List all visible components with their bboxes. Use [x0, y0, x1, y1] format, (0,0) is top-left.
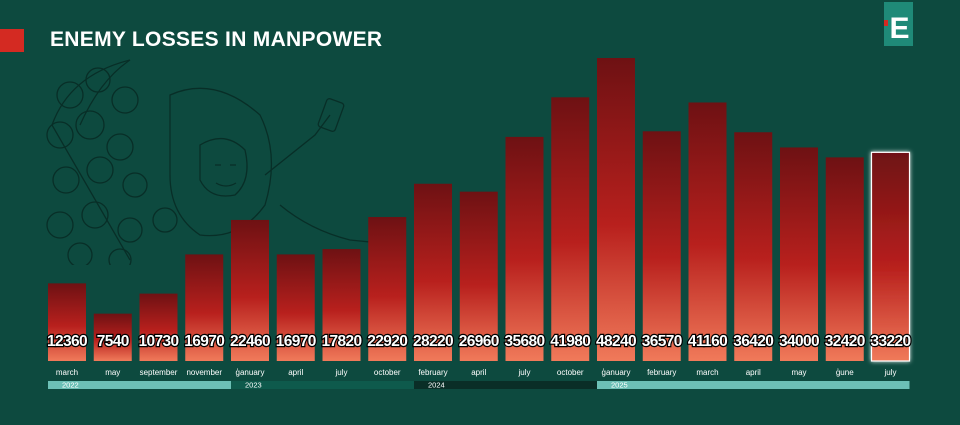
bar-15: [734, 132, 773, 361]
x-tick-label: april: [746, 368, 761, 377]
bar-value-label: 32420: [825, 333, 865, 350]
x-tick-label: ģanuary: [236, 368, 265, 377]
year-band-2022: [48, 381, 231, 389]
x-tick-label: april: [471, 368, 486, 377]
svg-text:E: E: [889, 12, 909, 45]
bar-18: [870, 151, 911, 362]
bar-7: [368, 217, 407, 361]
x-tick-label: july: [334, 368, 347, 377]
bar-value-label: 26960: [459, 333, 499, 350]
bar-3: [185, 254, 224, 361]
x-tick-label: may: [105, 368, 120, 377]
grim-reaper-illustration: [46, 59, 400, 265]
x-tick-label: july: [517, 368, 530, 377]
bar-14: [688, 102, 727, 361]
bar-value-label: 17820: [321, 333, 361, 350]
year-label: 2022: [62, 381, 79, 390]
bar-9: [459, 191, 498, 361]
bar-value-label: 48240: [596, 333, 636, 350]
x-tick-label: november: [186, 368, 222, 377]
x-tick-label: september: [140, 368, 178, 377]
bar-value-label: 7540: [97, 333, 129, 350]
x-tick-label: april: [288, 368, 303, 377]
bar-value-label: 35680: [504, 333, 544, 350]
bar-value-label: 12360: [47, 333, 87, 350]
bar-2: [139, 293, 178, 361]
bar-value-label: 16970: [184, 333, 224, 350]
x-tick-label: february: [418, 368, 447, 377]
bar-11: [551, 97, 590, 362]
bar-6: [322, 249, 361, 361]
year-label: 2023: [245, 381, 262, 390]
bar-0: [48, 283, 86, 361]
bar-16: [780, 147, 818, 361]
x-tick-label: february: [647, 368, 676, 377]
bar-13: [642, 131, 681, 361]
x-tick-label: ģanuary: [602, 368, 631, 377]
bar-4: [231, 219, 269, 361]
bar-5: [276, 254, 315, 361]
x-tick-label: march: [696, 368, 718, 377]
bar-8: [414, 183, 452, 361]
bar-1: [93, 313, 132, 361]
accent-bar: [0, 29, 24, 52]
bar-value-label: 41160: [688, 333, 727, 350]
bar-value-label: 41980: [550, 333, 590, 350]
bar-17: [825, 157, 864, 361]
bar-value-label: 10730: [138, 333, 178, 350]
x-tick-label: october: [374, 368, 401, 377]
year-label: 2024: [428, 381, 445, 390]
bar-10: [505, 136, 544, 361]
year-band-2024: [414, 381, 597, 389]
year-label: 2025: [611, 381, 628, 390]
bar-value-label: 34000: [779, 333, 819, 350]
bar-value-label: 33220: [870, 333, 910, 350]
bar-value-label: 28220: [413, 333, 453, 350]
bar-value-label: 22460: [230, 333, 270, 350]
year-band-2023: [231, 381, 414, 389]
x-tick-label: may: [791, 368, 806, 377]
year-band-2025: [597, 381, 910, 389]
bar-12: [597, 58, 635, 361]
bar-value-label: 36420: [733, 333, 773, 350]
x-tick-label: ģune: [836, 368, 854, 377]
x-tick-label: july: [883, 368, 896, 377]
bar-value-label: 36570: [642, 333, 682, 350]
chart-title: ENEMY LOSSES IN MANPOWER: [50, 28, 383, 51]
bar-value-label: 22920: [367, 333, 407, 350]
bar-value-label: 16970: [276, 333, 316, 350]
x-tick-label: march: [56, 368, 78, 377]
e-logo-icon: E: [884, 2, 913, 46]
x-tick-label: october: [557, 368, 584, 377]
